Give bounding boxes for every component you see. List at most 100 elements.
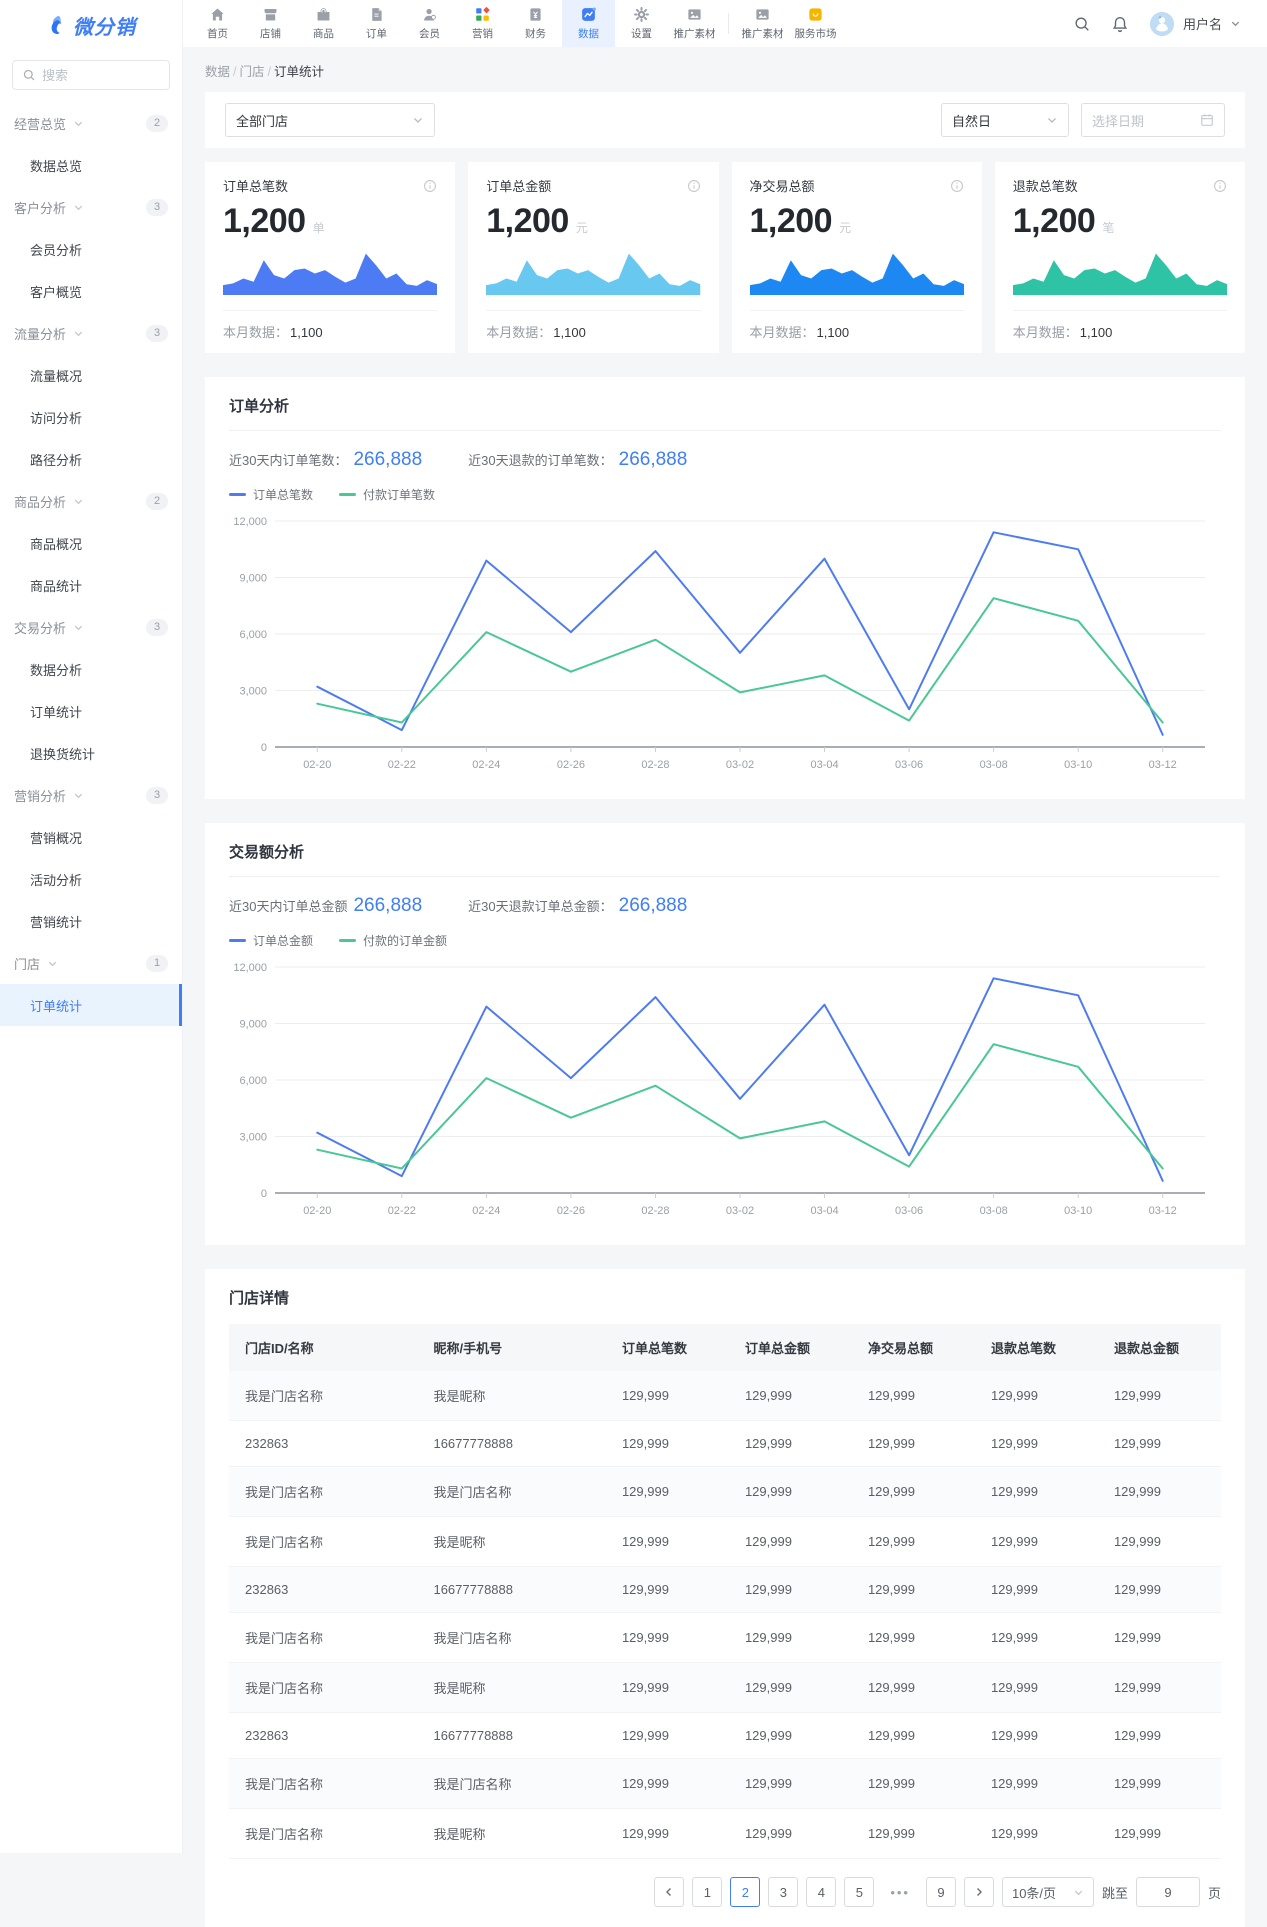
jump-page-input[interactable] (1135, 1877, 1200, 1907)
breadcrumb-item[interactable]: 数据 (205, 65, 231, 79)
sidebar-group-label: 营销分析 (14, 788, 67, 804)
bell-icon[interactable] (1111, 15, 1129, 33)
search-icon[interactable] (1073, 15, 1091, 33)
top-nav-label: 推广素材 (673, 28, 716, 40)
page-button-2[interactable]: 2 (730, 1877, 761, 1907)
page-button-3[interactable]: 3 (768, 1877, 799, 1907)
next-page-button[interactable] (963, 1877, 994, 1907)
sidebar-group-4[interactable]: 交易分析 3 (0, 606, 182, 648)
granularity-select[interactable]: 自然日 (941, 103, 1069, 137)
sidebar-group-label: 门店 (14, 956, 41, 972)
table-cell: 129,999 (1097, 1420, 1221, 1467)
order-analysis-panel: 订单分析 近30天内订单笔数： 266,888 近30天退款的订单笔数： 266,88… (205, 377, 1245, 799)
sidebar-item-0-0[interactable]: 数据总览 (0, 144, 182, 186)
table-cell: 129,999 (851, 1566, 975, 1613)
page-button-1[interactable]: 1 (692, 1877, 723, 1907)
sidebar-item-3-1[interactable]: 商品统计 (0, 564, 182, 606)
chart-stat-label: 近30天退款的订单笔数： (468, 453, 613, 468)
table-cell: 我是门店名称 (229, 1466, 418, 1517)
top-nav-order[interactable]: 订单 (350, 0, 403, 47)
sidebar-nav: 经营总览 2 数据总览 客户分析 3 会员分析 客户概览 流量分析 3 流量概况 访问分析 路径分析商… (0, 94, 182, 1853)
sidebar-group-6[interactable]: 门店 1 (0, 942, 182, 984)
info-icon[interactable] (950, 179, 964, 193)
month-data-value: 1,100 (1079, 325, 1113, 340)
table-cell: 129,999 (1097, 1612, 1221, 1663)
sidebar-item-5-1[interactable]: 活动分析 (0, 858, 182, 900)
top-nav-finance[interactable]: 财务 (509, 0, 562, 47)
top-nav-data[interactable]: 数据 (562, 0, 615, 47)
table-cell: 129,999 (605, 1612, 729, 1663)
top-nav-material[interactable]: 推广素材 (736, 0, 789, 47)
top-nav-shop[interactable]: 店铺 (244, 0, 297, 47)
marketing-icon (474, 6, 491, 23)
chart-stat-label: 近30天内订单总金额 (229, 899, 348, 914)
svg-text:02-26: 02-26 (557, 759, 585, 771)
svg-text:03-02: 03-02 (726, 1205, 754, 1217)
sidebar-item-4-1[interactable]: 订单统计 (0, 690, 182, 732)
page-button-4[interactable]: 4 (806, 1877, 837, 1907)
sidebar-item-6-0[interactable]: 订单统计 (0, 984, 182, 1026)
sidebar-item-1-1[interactable]: 客户概览 (0, 270, 182, 312)
sidebar-item-5-2[interactable]: 营销统计 (0, 900, 182, 942)
table-cell: 我是门店名称 (417, 1466, 606, 1517)
sidebar-item-4-0[interactable]: 数据分析 (0, 648, 182, 690)
top-nav-material[interactable]: 推广素材 (668, 0, 721, 47)
breadcrumb-item[interactable]: 门店 (239, 65, 265, 79)
top-nav-member[interactable]: 会员 (403, 0, 456, 47)
sidebar-item-5-0[interactable]: 营销概况 (0, 816, 182, 858)
legend-item[interactable]: 订单总金额 (229, 932, 313, 949)
svg-text:03-06: 03-06 (895, 1205, 923, 1217)
info-icon[interactable] (687, 179, 701, 193)
table-cell: 129,999 (605, 1566, 729, 1613)
table-cell: 我是门店名称 (229, 1516, 418, 1567)
sidebar-group-0[interactable]: 经营总览 2 (0, 102, 182, 144)
table-cell: 129,999 (1097, 1808, 1221, 1859)
table-cell: 129,999 (728, 1516, 852, 1567)
table-cell: 129,999 (728, 1712, 852, 1759)
svg-text:03-08: 03-08 (980, 759, 1008, 771)
sidebar-item-2-1[interactable]: 访问分析 (0, 396, 182, 438)
svg-text:3,000: 3,000 (239, 686, 267, 698)
goods-icon (315, 6, 332, 23)
chevron-down-icon (47, 958, 58, 969)
sidebar-item-4-2[interactable]: 退换货统计 (0, 732, 182, 774)
sidebar-group-5[interactable]: 营销分析 3 (0, 774, 182, 816)
top-nav-marketing[interactable]: 营销 (456, 0, 509, 47)
top-nav-goods[interactable]: 商品 (297, 0, 350, 47)
svg-text:03-10: 03-10 (1064, 1205, 1092, 1217)
page-button-9[interactable]: 9 (925, 1877, 956, 1907)
legend-item[interactable]: 付款的订单金额 (339, 932, 447, 949)
table-cell: 129,999 (851, 1371, 975, 1421)
sidebar-group-1[interactable]: 客户分析 3 (0, 186, 182, 228)
chevron-down-icon (1073, 1887, 1084, 1898)
info-icon[interactable] (1213, 179, 1227, 193)
svg-text:03-02: 03-02 (726, 759, 754, 771)
legend-item[interactable]: 订单总笔数 (229, 486, 313, 503)
sidebar-item-3-0[interactable]: 商品概况 (0, 522, 182, 564)
top-nav-label: 会员 (419, 28, 440, 40)
sidebar-item-1-0[interactable]: 会员分析 (0, 228, 182, 270)
legend-item[interactable]: 付款订单笔数 (339, 486, 435, 503)
sidebar-item-2-0[interactable]: 流量概况 (0, 354, 182, 396)
top-nav-market[interactable]: 服务市场 (789, 0, 842, 47)
store-select[interactable]: 全部门店 (225, 103, 435, 137)
user-menu[interactable]: 用户名 (1149, 11, 1241, 37)
info-icon[interactable] (423, 179, 437, 193)
page-size-select[interactable]: 10条/页 (1001, 1877, 1094, 1907)
page-button-5[interactable]: 5 (844, 1877, 875, 1907)
sidebar-group-2[interactable]: 流量分析 3 (0, 312, 182, 354)
top-nav-settings[interactable]: 设置 (615, 0, 668, 47)
sidebar-item-label: 客户概览 (30, 284, 83, 300)
svg-text:12,000: 12,000 (233, 516, 267, 528)
table-cell: 129,999 (1097, 1758, 1221, 1809)
date-picker[interactable]: 选择日期 (1081, 103, 1225, 137)
top-nav-label: 财务 (525, 28, 546, 40)
prev-page-button[interactable] (654, 1877, 685, 1907)
sidebar-item-2-2[interactable]: 路径分析 (0, 438, 182, 480)
sidebar-search-input[interactable] (42, 67, 160, 83)
top-nav-home[interactable]: 首页 (191, 0, 244, 47)
panel-title: 门店详情 (229, 1290, 290, 1307)
chevron-down-icon (73, 496, 84, 507)
sidebar-group-3[interactable]: 商品分析 2 (0, 480, 182, 522)
table-cell: 129,999 (605, 1371, 729, 1421)
